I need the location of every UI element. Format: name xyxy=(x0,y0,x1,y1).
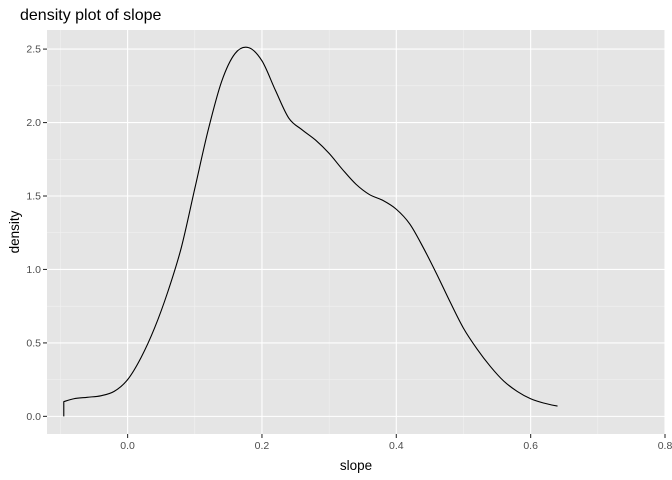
y-axis-title: density xyxy=(7,210,22,253)
y-tick-label: 0.0 xyxy=(26,411,41,423)
series-layer xyxy=(63,46,558,417)
y-tick-label: 1.5 xyxy=(26,191,41,203)
y-tick-label: 0.5 xyxy=(26,337,41,349)
y-tick-label: 2.0 xyxy=(26,117,41,129)
x-tick-label: 0.8 xyxy=(658,440,672,452)
axis-layer: 0.0 0.2 0.4 0.6 0.8 0.0 0.5 1.0 1.5 2.0 2.5 xyxy=(26,44,672,452)
grid-layer xyxy=(47,30,666,434)
x-tick-label: 0.6 xyxy=(523,440,538,452)
x-tick-label: 0.2 xyxy=(255,440,270,452)
y-tick-label: 1.0 xyxy=(26,264,41,276)
panel-background xyxy=(47,30,665,434)
x-tick-label: 0.0 xyxy=(120,440,135,452)
chart-title: density plot of slope xyxy=(20,7,162,24)
x-axis-title: slope xyxy=(340,458,372,473)
y-tick-label: 2.5 xyxy=(26,44,41,56)
density-curve xyxy=(63,46,558,417)
x-tick-label: 0.4 xyxy=(389,440,404,452)
